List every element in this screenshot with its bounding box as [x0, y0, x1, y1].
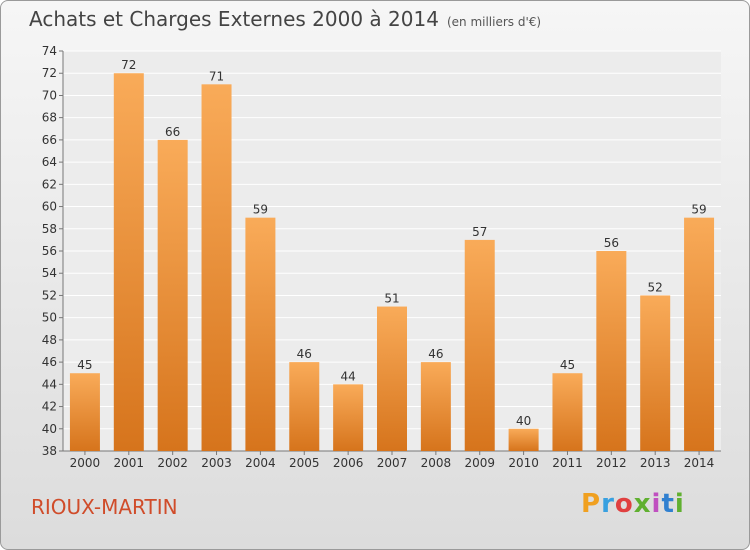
y-tick-label: 52 — [42, 288, 57, 302]
bar — [113, 73, 144, 451]
data-label: 44 — [340, 369, 355, 383]
data-label: 46 — [428, 347, 443, 361]
y-tick-label: 70 — [42, 88, 57, 102]
y-tick-label: 54 — [42, 266, 57, 280]
data-label: 57 — [472, 225, 487, 239]
bar — [640, 295, 671, 451]
x-tick-label: 2011 — [552, 456, 583, 470]
y-tick-label: 72 — [42, 66, 57, 80]
data-label: 71 — [209, 69, 224, 83]
bar — [464, 239, 495, 451]
bar-layer — [69, 73, 715, 451]
data-label: 66 — [165, 125, 180, 139]
y-tick-label: 38 — [42, 444, 57, 458]
chart-title: Achats et Charges Externes 2000 à 2014 (e… — [29, 7, 541, 31]
x-tick-label: 2002 — [157, 456, 188, 470]
bar — [596, 251, 627, 451]
x-tick-label: 2005 — [289, 456, 320, 470]
bar — [157, 139, 188, 451]
label-layer: 38 40 42 44 46 48 50 52 54 56 58 60 62 64 66 68 70 72 74 45… — [42, 44, 715, 470]
x-tick-label: 2009 — [464, 456, 495, 470]
y-tick-label: 48 — [42, 333, 57, 347]
chart-unit: (en milliers d'€) — [446, 15, 542, 29]
y-tick-label: 44 — [42, 377, 57, 391]
x-tick-label: 2008 — [421, 456, 452, 470]
bar — [333, 384, 364, 451]
data-label: 72 — [121, 58, 136, 72]
chart-title-text: Achats et Charges Externes 2000 à 2014 — [29, 7, 439, 31]
y-tick-label: 66 — [42, 133, 57, 147]
data-label: 59 — [691, 203, 706, 217]
y-tick-label: 68 — [42, 111, 57, 125]
proxiti-logo: Proxiti — [581, 489, 685, 519]
bar — [245, 217, 276, 451]
bar — [201, 84, 232, 451]
y-tick-label: 42 — [42, 400, 57, 414]
y-tick-label: 60 — [42, 200, 57, 214]
x-tick-label: 2010 — [508, 456, 539, 470]
x-tick-label: 2013 — [640, 456, 671, 470]
data-label: 46 — [297, 347, 312, 361]
y-tick-label: 40 — [42, 422, 57, 436]
bar — [552, 373, 583, 451]
x-tick-label: 2003 — [201, 456, 232, 470]
x-tick-label: 2000 — [70, 456, 101, 470]
x-tick-label: 2012 — [596, 456, 627, 470]
bar — [508, 428, 539, 451]
commune-name: RIOUX-MARTIN — [31, 495, 178, 519]
x-tick-label: 2007 — [377, 456, 408, 470]
bar — [69, 373, 100, 451]
y-tick-label: 56 — [42, 244, 57, 258]
y-tick-label: 46 — [42, 355, 57, 369]
data-label: 59 — [253, 203, 268, 217]
y-tick-label: 58 — [42, 222, 57, 236]
data-label: 45 — [560, 358, 575, 372]
bar — [420, 362, 451, 451]
y-tick-label: 64 — [42, 155, 57, 169]
data-label: 45 — [77, 358, 92, 372]
data-label: 52 — [648, 280, 663, 294]
y-tick-label: 50 — [42, 311, 57, 325]
data-label: 56 — [604, 236, 619, 250]
y-tick-label: 62 — [42, 177, 57, 191]
x-tick-label: 2001 — [114, 456, 145, 470]
x-tick-label: 2004 — [245, 456, 276, 470]
bar — [684, 217, 715, 451]
bar — [377, 306, 407, 451]
data-label: 40 — [516, 414, 531, 428]
bar — [289, 362, 320, 451]
y-tick-label: 74 — [42, 44, 57, 58]
data-label: 51 — [384, 292, 399, 306]
x-tick-label: 2006 — [333, 456, 364, 470]
x-tick-label: 2014 — [684, 456, 715, 470]
